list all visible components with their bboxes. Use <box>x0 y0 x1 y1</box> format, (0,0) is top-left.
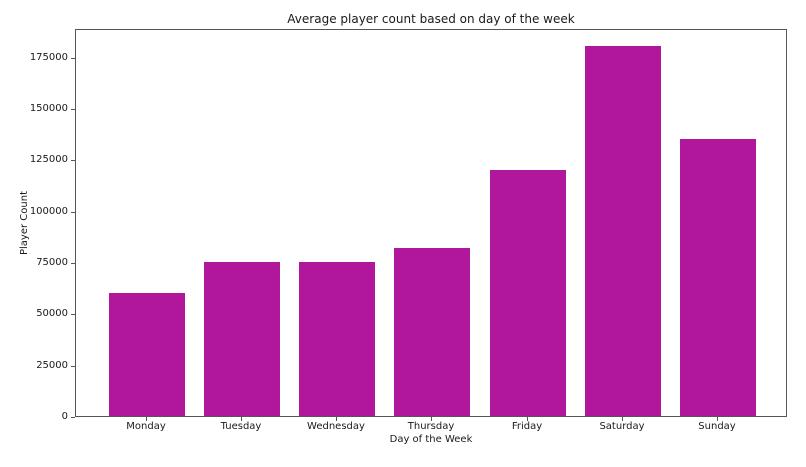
y-tick-label: 125000 <box>29 154 68 165</box>
x-tick-mark <box>431 417 432 421</box>
y-tick-label: 100000 <box>29 206 68 217</box>
bar-thursday <box>394 248 470 416</box>
y-tick-mark <box>71 314 75 315</box>
x-tick-label: Sunday <box>698 421 736 432</box>
bar-wednesday <box>299 262 375 416</box>
y-tick-mark <box>71 366 75 367</box>
x-tick-label: Saturday <box>599 421 645 432</box>
bar-friday <box>490 170 566 416</box>
y-tick-mark <box>71 417 75 418</box>
x-tick-label: Tuesday <box>220 421 262 432</box>
bar-tuesday <box>204 262 280 416</box>
y-tick-label: 50000 <box>36 308 68 319</box>
x-tick-mark <box>622 417 623 421</box>
x-tick-mark <box>527 417 528 421</box>
y-tick-mark <box>71 263 75 264</box>
x-tick-label: Friday <box>511 421 543 432</box>
y-axis-label: Player Count <box>19 191 30 255</box>
y-tick-mark <box>71 160 75 161</box>
x-tick-label: Monday <box>126 421 166 432</box>
chart-title: Average player count based on day of the… <box>287 12 575 26</box>
y-tick-label: 0 <box>61 411 68 422</box>
y-tick-mark <box>71 109 75 110</box>
y-tick-label: 75000 <box>36 257 68 268</box>
x-tick-label: Thursday <box>407 421 455 432</box>
y-tick-mark <box>71 212 75 213</box>
plot-area <box>75 29 787 417</box>
x-tick-mark <box>146 417 147 421</box>
y-tick-mark <box>71 58 75 59</box>
x-axis-label: Day of the Week <box>389 434 473 445</box>
x-tick-mark <box>336 417 337 421</box>
y-tick-label: 25000 <box>36 360 68 371</box>
y-tick-label: 150000 <box>29 103 68 114</box>
bar-sunday <box>680 139 756 416</box>
y-tick-label: 175000 <box>29 52 68 63</box>
x-tick-label: Wednesday <box>307 421 365 432</box>
bar-saturday <box>585 46 661 416</box>
x-tick-mark <box>241 417 242 421</box>
bar-monday <box>109 293 185 416</box>
x-tick-mark <box>717 417 718 421</box>
